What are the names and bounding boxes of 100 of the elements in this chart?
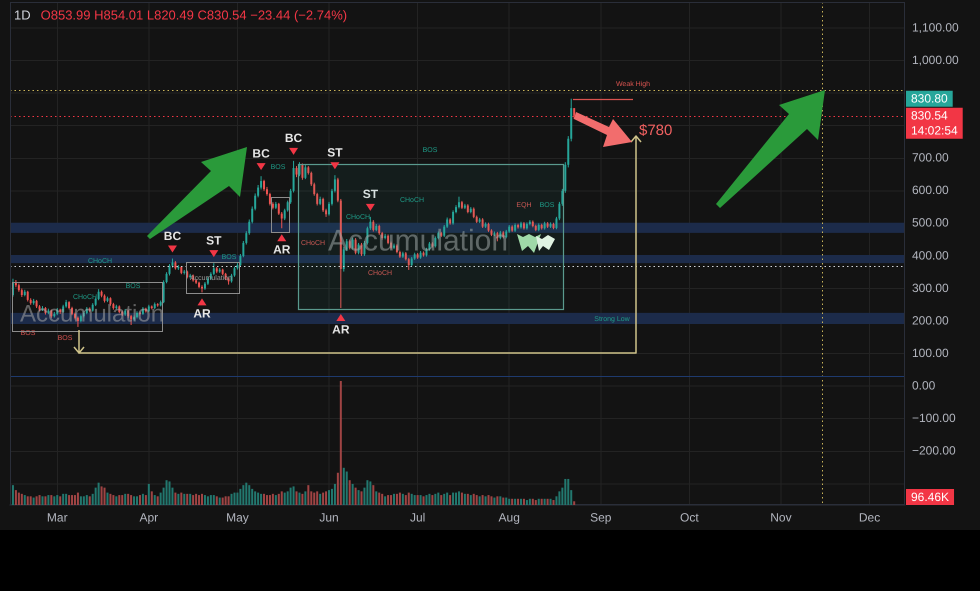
y-tick-label: 600.00 [912,183,950,198]
bar [239,488,242,505]
bar [62,494,64,505]
bar [520,498,522,505]
bar [526,500,528,505]
bar [470,495,472,505]
bar [200,494,203,505]
bar [534,500,537,505]
bar [546,498,549,505]
bar [502,498,504,505]
bar [402,494,404,505]
annotation: ST [362,187,379,202]
bar [133,496,136,505]
bar [528,498,531,505]
bar [558,491,560,505]
bar [420,495,422,505]
bar [346,472,348,505]
bar [106,492,108,505]
y-tick-label: 700.00 [912,150,950,165]
bar [452,492,454,505]
bar [464,494,466,505]
bar [358,490,360,505]
bar [166,480,168,505]
y-tick-label: 1,000.00 [912,52,960,67]
bar [136,496,138,505]
bar [328,490,330,505]
bar [478,496,481,505]
bar [38,495,41,505]
annotation: BC [252,146,270,160]
bar [150,491,153,505]
bar [514,498,516,505]
bar [192,495,194,505]
bar [30,496,32,505]
bar [319,494,322,505]
annotation: ST [206,233,222,248]
bar [245,482,248,505]
bar [183,494,186,505]
bar [540,498,543,505]
bar [416,495,419,505]
bar [286,491,289,505]
bar [437,492,440,505]
bar [189,494,192,505]
bar [493,498,496,505]
bar [230,494,233,505]
y-tick-label: −200.00 [912,444,956,458]
bar [24,495,26,505]
bar [360,491,362,505]
bar [484,496,487,505]
x-tick-label: Mar [46,510,68,525]
bar [298,492,300,505]
bar [472,494,475,505]
bar [392,494,395,505]
bar [404,495,407,505]
bar [156,496,159,505]
bar [41,496,44,505]
y-tick-label: 1,100.00 [912,20,960,34]
y-tick-label: 200.00 [912,313,950,328]
bar [144,495,147,505]
bar [98,482,100,505]
bar [316,491,318,505]
bar [284,492,286,505]
bar [567,478,570,505]
bar [334,484,336,505]
x-tick-label: Nov [770,510,792,525]
bar [449,495,452,505]
bar [263,494,266,505]
bar [408,492,410,505]
bar [440,495,442,505]
bar [254,491,256,505]
bar [80,496,82,505]
bar [18,492,20,505]
bar [260,494,262,505]
bar [381,494,384,505]
bar [425,495,428,505]
annotation: ST [327,146,344,160]
bar [115,496,118,505]
bar [100,486,103,505]
bar [372,485,374,505]
bar [212,495,215,505]
text: 830.80 [911,92,948,106]
bar [552,500,554,505]
bar [174,492,176,505]
bar [218,498,221,505]
bar [564,478,566,505]
bar [76,492,79,505]
bar [301,494,304,505]
bar [222,498,224,505]
bar [573,501,576,505]
bar [482,495,484,505]
bar [505,498,508,505]
bar [216,496,218,505]
bar [236,492,238,505]
bar [257,492,260,505]
bar [522,498,525,505]
bar [53,496,56,505]
bar [59,496,62,505]
bar [124,494,126,505]
bar [410,494,413,505]
bar [248,485,250,505]
text: 1D [14,8,31,23]
